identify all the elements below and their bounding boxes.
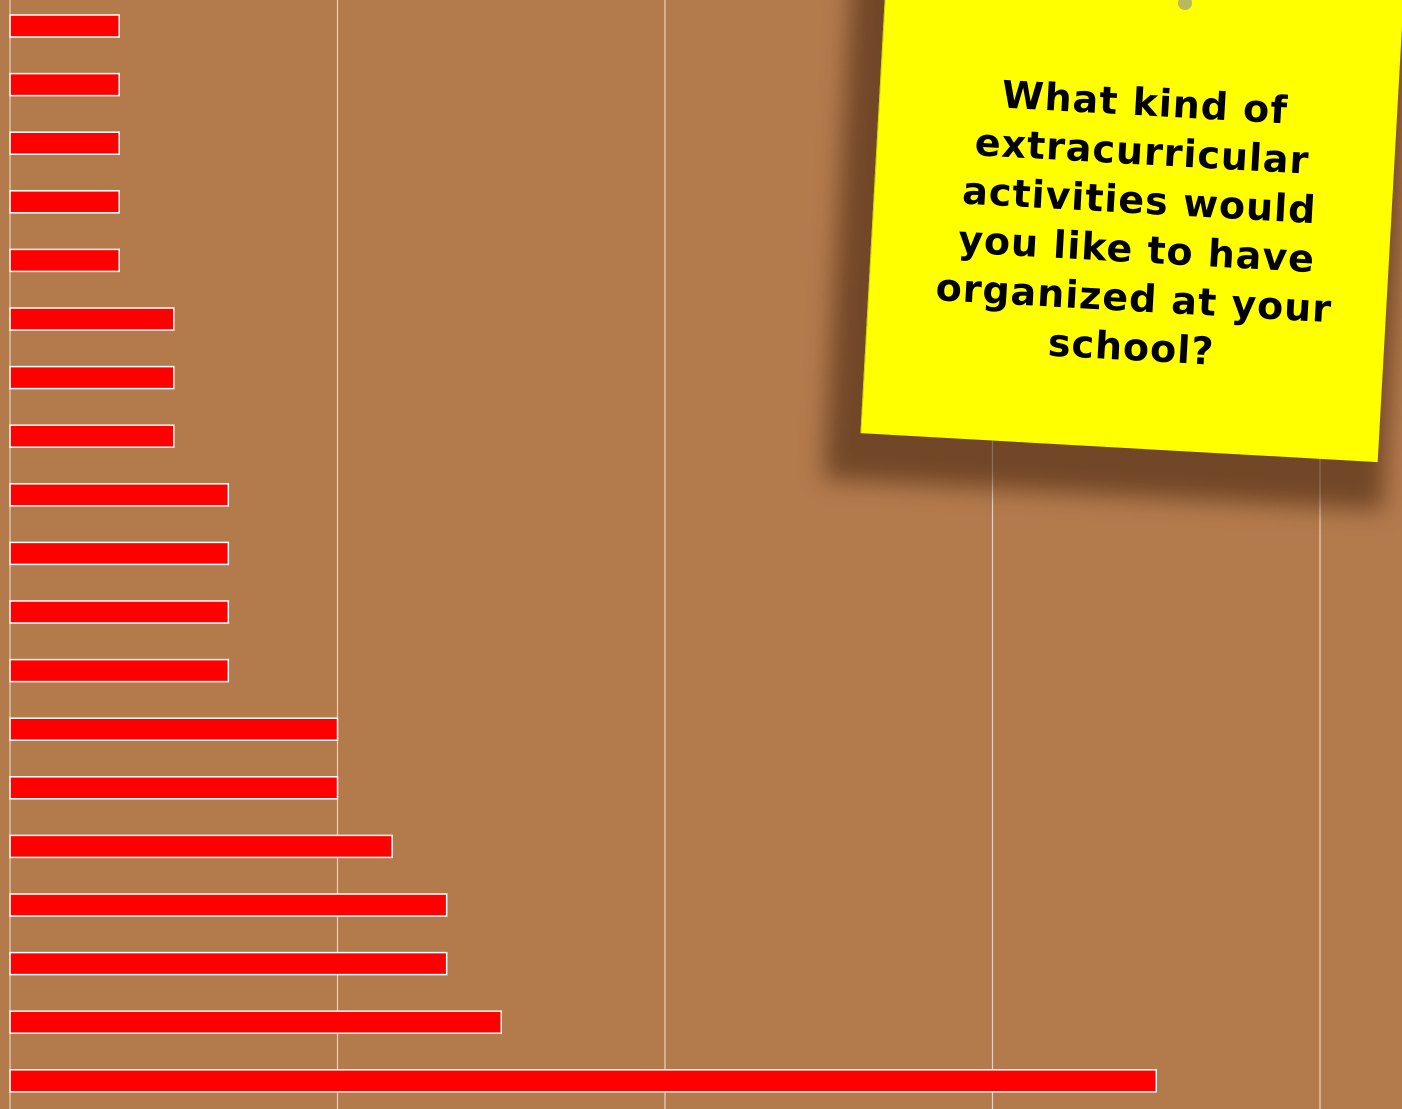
bar <box>9 1069 1157 1093</box>
bar <box>9 717 339 741</box>
bar <box>9 658 230 683</box>
bar <box>9 776 339 800</box>
bar <box>9 893 448 917</box>
bar <box>9 190 120 214</box>
bar <box>9 72 120 97</box>
bar <box>9 541 230 566</box>
bar <box>9 951 448 976</box>
bar <box>9 14 120 38</box>
sticky-note: What kind of extracurricular activities … <box>860 0 1402 463</box>
bar <box>9 307 175 331</box>
bar <box>9 365 175 390</box>
bar <box>9 248 120 273</box>
pin-icon <box>1178 0 1192 10</box>
bar <box>9 834 393 859</box>
bar <box>9 483 230 507</box>
bar <box>9 424 175 448</box>
question-text: What kind of extracurricular activities … <box>934 72 1334 374</box>
bar <box>9 131 120 155</box>
bar <box>9 1010 502 1034</box>
bar <box>9 600 230 624</box>
